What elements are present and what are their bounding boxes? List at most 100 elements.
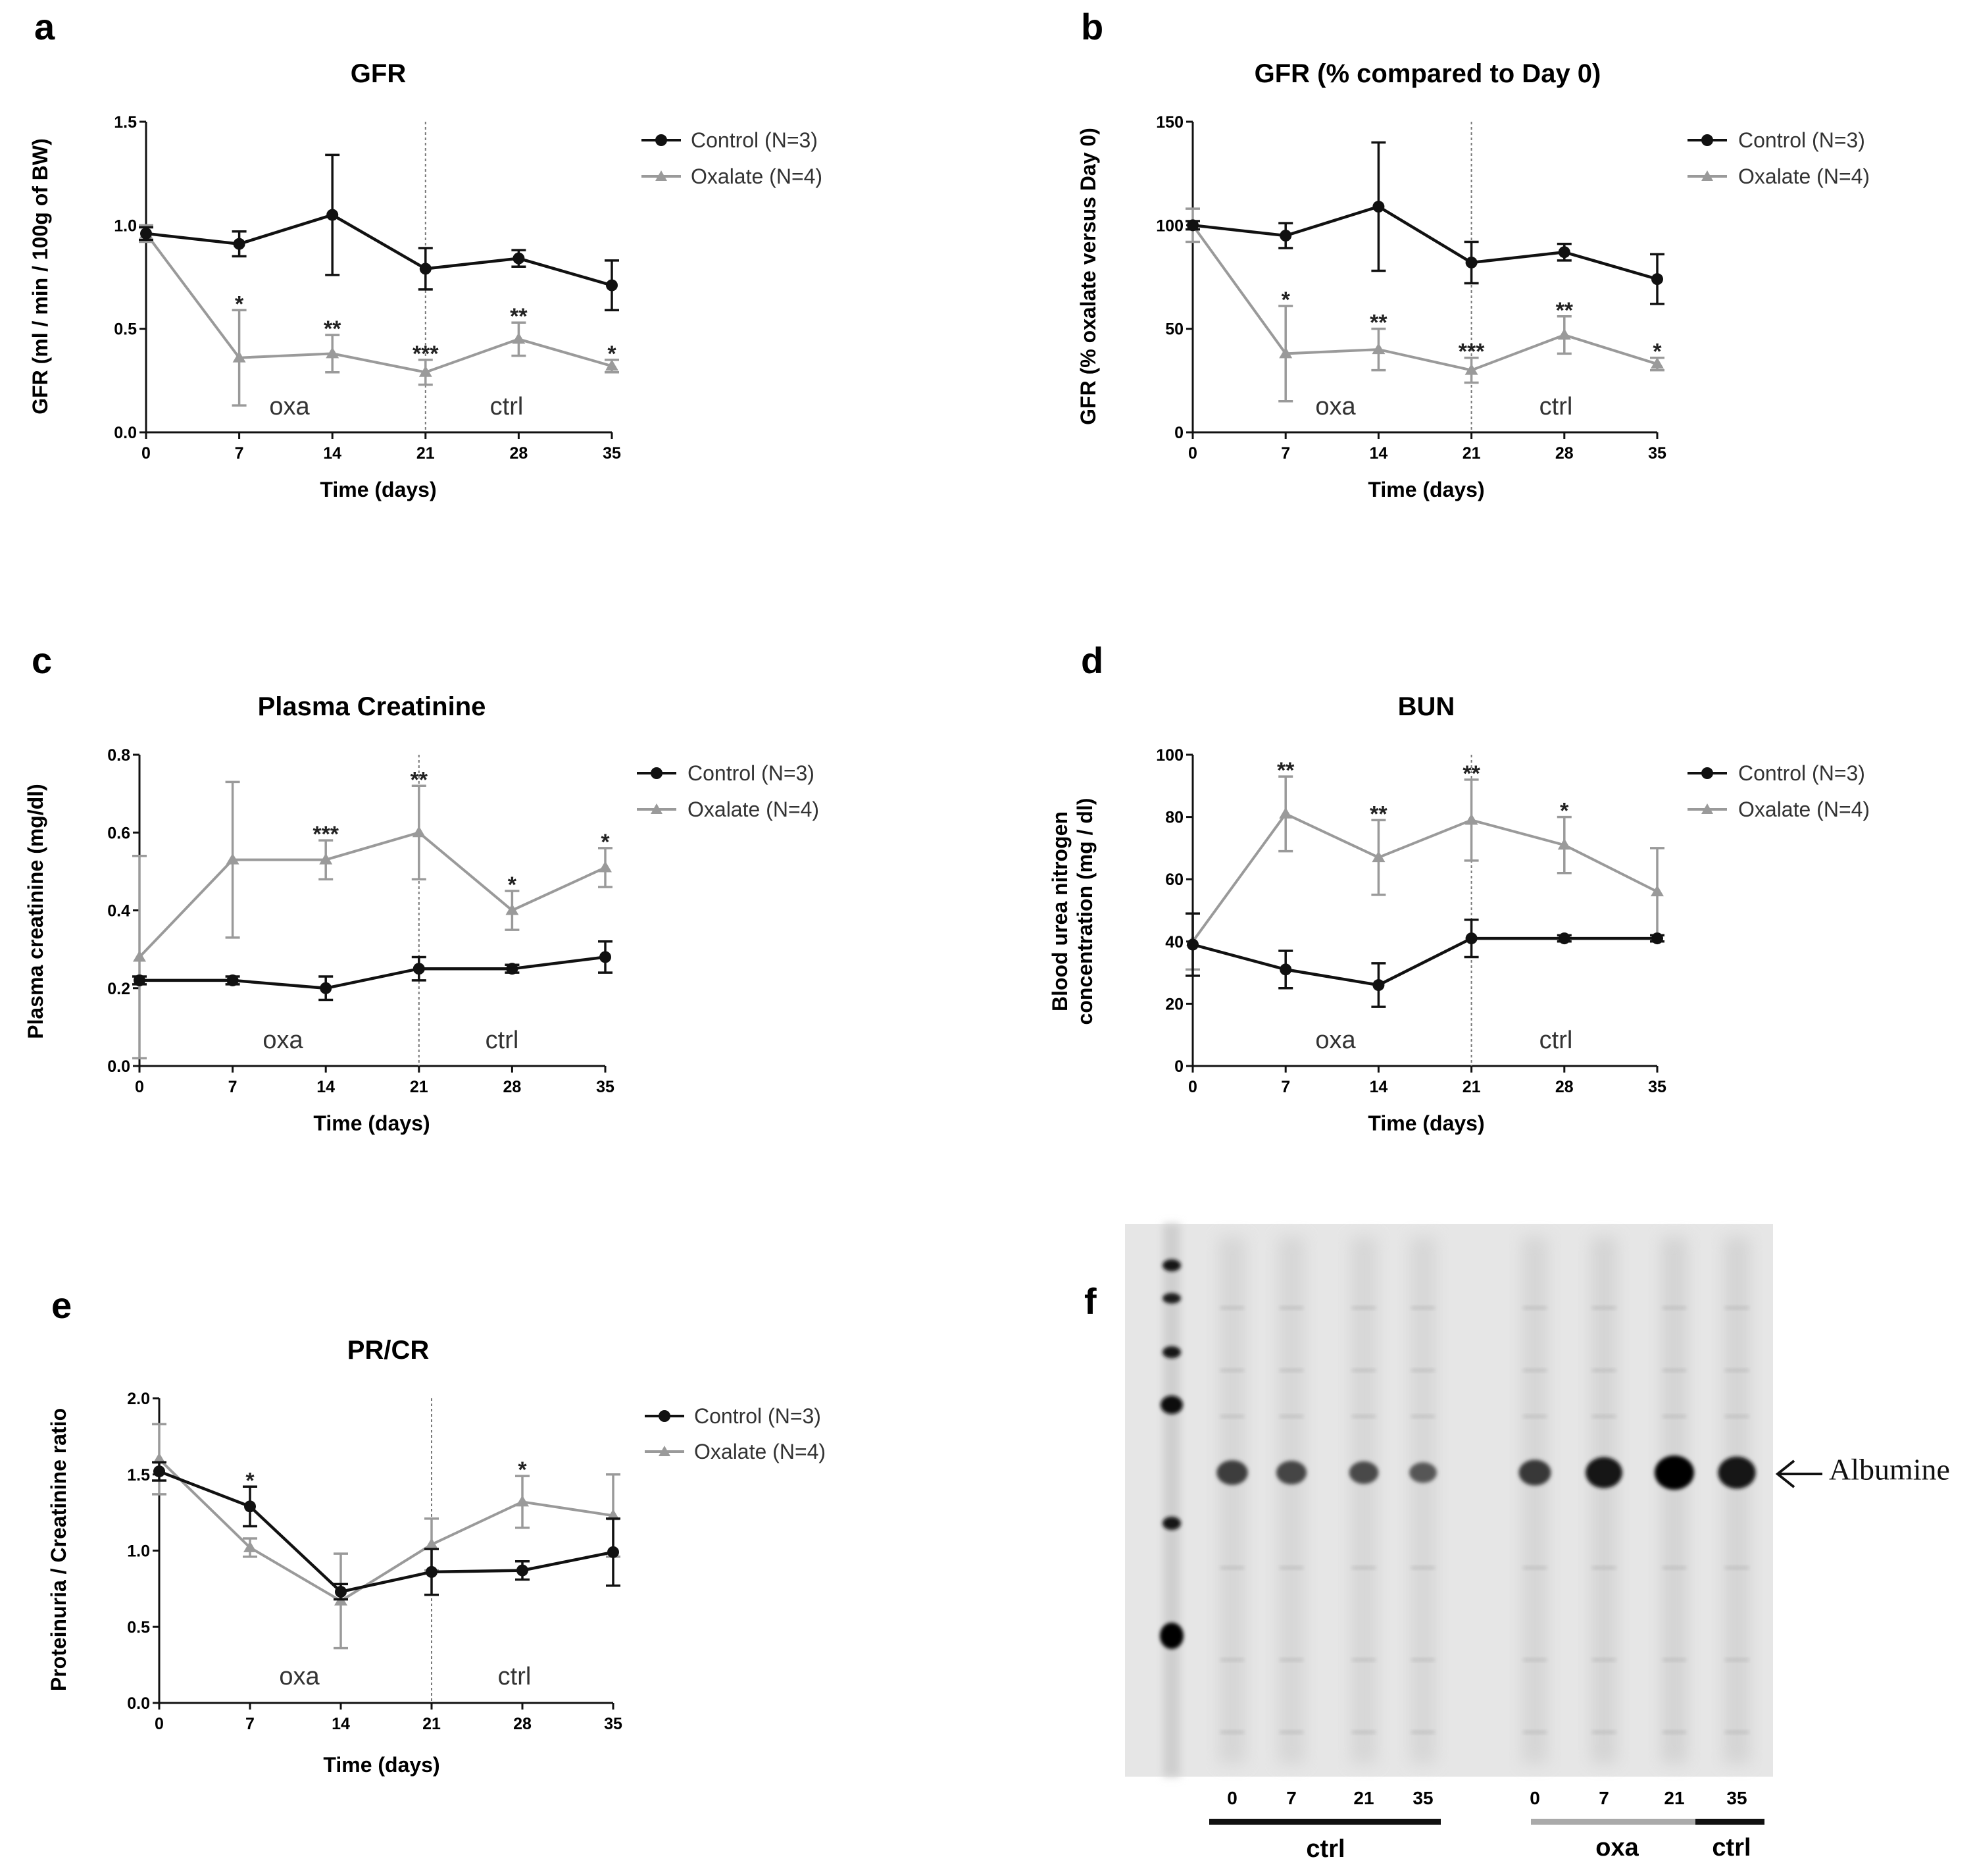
y-tick-label: 60 bbox=[1165, 871, 1184, 889]
x-tick-label: 14 bbox=[323, 444, 341, 463]
series-line-oxalate bbox=[145, 232, 612, 374]
data-point-control bbox=[1465, 256, 1478, 268]
x-tick-label: 35 bbox=[604, 1715, 622, 1733]
panel-letter-d: d bbox=[1081, 640, 1103, 681]
gel-faint-band bbox=[1220, 1306, 1244, 1309]
y-axis-label: Plasma creatinine (mg/dl) bbox=[24, 784, 47, 1039]
y-tick-label: 1.5 bbox=[114, 113, 137, 132]
y-tick-label: 1.0 bbox=[127, 1542, 150, 1561]
x-tick-label: 0 bbox=[1188, 444, 1197, 463]
x-tick-label: 0 bbox=[155, 1715, 164, 1733]
albumine-arrow bbox=[1775, 1459, 1822, 1488]
gel-faint-band bbox=[1411, 1306, 1435, 1309]
plot-area: 0.0 0.5 1.0 1.5 2.0 0 7 14 21 28 35 * * bbox=[127, 1390, 622, 1733]
gel-faint-band bbox=[1352, 1658, 1376, 1661]
series-line-oxalate bbox=[158, 1458, 614, 1603]
significance-marker: * bbox=[607, 342, 616, 367]
data-point-control bbox=[335, 1586, 347, 1598]
x-tick-label: 35 bbox=[1648, 444, 1666, 463]
x-tick-label: 35 bbox=[603, 444, 621, 463]
annotation-oxa: oxa bbox=[1315, 393, 1356, 420]
gel-faint-band bbox=[1523, 1658, 1547, 1661]
x-tick-label: 7 bbox=[228, 1078, 238, 1096]
x-tick-label: 7 bbox=[1281, 1078, 1290, 1096]
legend-control-marker bbox=[1701, 767, 1713, 779]
gel-faint-band bbox=[1411, 1415, 1435, 1418]
x-tick-label: 0 bbox=[135, 1078, 144, 1096]
lane-labels: 0 7 21 35 0 7 21 35 bbox=[1227, 1788, 1747, 1808]
albumin-band bbox=[1718, 1456, 1756, 1489]
group-label-ctrl: ctrl bbox=[1306, 1835, 1345, 1863]
data-point-oxalate bbox=[418, 365, 432, 377]
chart-title: GFR bbox=[351, 59, 407, 88]
data-point-control bbox=[1372, 979, 1385, 992]
x-tick-label: 14 bbox=[332, 1715, 350, 1733]
series-line-oxalate bbox=[1191, 224, 1658, 372]
data-point-control bbox=[233, 238, 245, 250]
y-tick-label: 0.8 bbox=[107, 746, 130, 765]
significance-marker: * bbox=[1560, 799, 1569, 824]
x-tick-label: 7 bbox=[235, 444, 244, 463]
x-tick-label: 21 bbox=[416, 444, 435, 463]
gel-lane-smear bbox=[1351, 1237, 1377, 1763]
gel-faint-band bbox=[1725, 1658, 1749, 1661]
legend-control-label: Control (N=3) bbox=[694, 1404, 821, 1428]
gel-faint-band bbox=[1663, 1369, 1686, 1372]
data-point-control bbox=[1280, 963, 1292, 976]
y-tick-label: 0 bbox=[1174, 424, 1184, 442]
chart-title: PR/CR bbox=[347, 1336, 430, 1365]
gel-lane-smear bbox=[1522, 1237, 1548, 1763]
significance-marker: *** bbox=[1459, 340, 1485, 365]
data-point-control bbox=[413, 963, 425, 975]
panel-letter-b: b bbox=[1081, 6, 1103, 47]
annotation-oxa: oxa bbox=[279, 1663, 320, 1690]
gel-faint-band bbox=[1411, 1369, 1435, 1372]
gel-faint-band bbox=[1592, 1415, 1616, 1418]
legend-oxalate-label: Oxalate (N=4) bbox=[688, 798, 819, 821]
albumine-label: Albumine bbox=[1829, 1453, 1950, 1486]
legend-oxalate-label: Oxalate (N=4) bbox=[694, 1440, 826, 1463]
data-point-oxalate bbox=[232, 351, 246, 363]
gel-faint-band bbox=[1725, 1369, 1749, 1372]
gel-faint-band bbox=[1220, 1731, 1244, 1734]
albumin-band bbox=[1586, 1457, 1622, 1488]
data-point-control bbox=[320, 982, 332, 994]
albumin-band bbox=[1216, 1460, 1248, 1485]
x-tick-label: 7 bbox=[1281, 444, 1290, 463]
y-tick-label: 2.0 bbox=[127, 1390, 150, 1408]
x-axis-label: Time (days) bbox=[320, 478, 436, 501]
ladder-lane bbox=[1163, 1224, 1180, 1777]
gel-faint-band bbox=[1663, 1306, 1686, 1309]
x-tick-label: 28 bbox=[1555, 444, 1574, 463]
group-label-oxa: oxa bbox=[1595, 1834, 1639, 1862]
significance-marker: ** bbox=[1370, 311, 1388, 336]
x-tick-label: 14 bbox=[1369, 1078, 1388, 1096]
significance-marker: * bbox=[235, 292, 244, 317]
chart-title: Plasma Creatinine bbox=[258, 692, 486, 721]
data-point-oxalate bbox=[133, 950, 146, 962]
legend-control-marker bbox=[659, 1410, 670, 1422]
gel-faint-band bbox=[1725, 1566, 1749, 1569]
legend-control-marker bbox=[655, 134, 667, 146]
significance-marker: ** bbox=[411, 767, 428, 792]
lane-label: 21 bbox=[1353, 1788, 1374, 1808]
series-line-oxalate bbox=[138, 831, 606, 958]
chart-title: GFR (% compared to Day 0) bbox=[1255, 59, 1601, 88]
data-point-oxalate bbox=[1464, 363, 1478, 375]
x-tick-label: 21 bbox=[1462, 1078, 1481, 1096]
data-point-oxalate bbox=[1464, 813, 1478, 825]
data-point-control bbox=[1465, 932, 1478, 945]
legend-oxalate-marker bbox=[651, 803, 662, 814]
significance-marker: ** bbox=[510, 304, 528, 329]
x-tick-label: 35 bbox=[596, 1078, 614, 1096]
albumine-arrowhead bbox=[1775, 1459, 1795, 1488]
x-tick-label: 21 bbox=[422, 1715, 441, 1733]
group-bar-ctrl-2 bbox=[1695, 1819, 1764, 1825]
x-axis-label: Time (days) bbox=[313, 1111, 430, 1135]
annotation-ctrl: ctrl bbox=[1539, 1027, 1573, 1054]
group-bar-oxa bbox=[1531, 1819, 1695, 1825]
ladder-band bbox=[1162, 1259, 1181, 1271]
data-point-oxalate bbox=[607, 1509, 620, 1521]
y-tick-label: 0.6 bbox=[107, 824, 130, 842]
data-point-oxalate bbox=[599, 861, 612, 873]
